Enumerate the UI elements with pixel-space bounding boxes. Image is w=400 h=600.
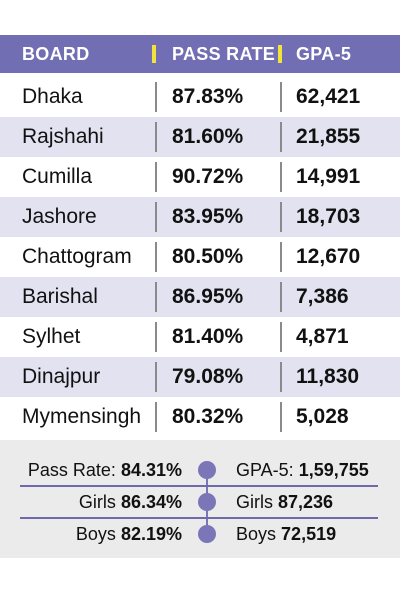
- summary-rule: [20, 485, 378, 487]
- column-divider: [280, 402, 282, 432]
- column-divider: [155, 282, 157, 312]
- summary-left: Girls 86.34%: [79, 488, 182, 516]
- summary-value: 86.34%: [120, 492, 182, 512]
- summary-dot: [198, 461, 216, 479]
- header-marker: [278, 45, 282, 63]
- table-row: Dhaka 87.83% 62,421: [0, 77, 400, 117]
- summary-dot: [198, 525, 216, 543]
- header-cell: GPA-5: [296, 44, 352, 64]
- summary-label: GPA-5:: [236, 460, 294, 480]
- summary-label: Girls: [78, 492, 116, 512]
- pass-rate: 80.32%: [172, 405, 244, 428]
- summary-left: Pass Rate: 84.31%: [28, 456, 182, 484]
- pass-rate: 90.72%: [172, 165, 244, 188]
- summary-value: 1,59,755: [298, 460, 369, 480]
- column-divider: [280, 282, 282, 312]
- summary-label: Boys: [75, 524, 116, 544]
- table-row: Dinajpur 79.08% 11,830: [0, 357, 400, 397]
- summary-right: Boys 72,519: [236, 520, 336, 548]
- board-name: Sylhet: [22, 325, 81, 348]
- board-name: Mymensingh: [22, 405, 142, 428]
- column-divider: [155, 362, 157, 392]
- table-row: Rajshahi 81.60% 21,855: [0, 117, 400, 157]
- column-divider: [280, 122, 282, 152]
- gpa5-count: 21,855: [296, 125, 361, 148]
- board-name: Jashore: [22, 205, 97, 228]
- board-name: Barishal: [22, 285, 98, 308]
- column-divider: [155, 242, 157, 272]
- summary-label: Girls: [236, 492, 273, 512]
- summary-label: Pass Rate:: [27, 460, 116, 480]
- table-header: BOARD PASS RATE GPA-5: [0, 35, 400, 73]
- column-divider: [155, 162, 157, 192]
- pass-rate: 83.95%: [172, 205, 244, 228]
- header-cell: BOARD: [22, 44, 90, 64]
- column-divider: [280, 82, 282, 112]
- column-divider: [155, 402, 157, 432]
- board-name: Rajshahi: [22, 125, 104, 148]
- table-row: Barishal 86.95% 7,386: [0, 277, 400, 317]
- gpa5-count: 5,028: [296, 405, 349, 428]
- table-row: Chattogram 80.50% 12,670: [0, 237, 400, 277]
- pass-rate: 86.95%: [172, 285, 244, 308]
- summary-dot: [198, 493, 216, 511]
- gpa5-count: 62,421: [296, 85, 361, 108]
- table-row: Jashore 83.95% 18,703: [0, 197, 400, 237]
- pass-rate: 81.40%: [172, 325, 244, 348]
- table-row: Mymensingh 80.32% 5,028: [0, 397, 400, 437]
- column-divider: [280, 162, 282, 192]
- column-divider: [280, 202, 282, 232]
- column-divider: [155, 82, 157, 112]
- pass-rate: 87.83%: [172, 85, 244, 108]
- board-name: Dinajpur: [22, 365, 101, 388]
- column-divider: [155, 122, 157, 152]
- pass-rate: 80.50%: [172, 245, 244, 268]
- header-marker: [152, 45, 156, 63]
- gpa5-count: 7,386: [296, 285, 349, 308]
- gpa5-count: 14,991: [296, 165, 361, 188]
- table-row: Sylhet 81.40% 4,871: [0, 317, 400, 357]
- board-name: Dhaka: [22, 85, 83, 108]
- summary-value: 87,236: [278, 492, 334, 512]
- summary-right: GPA-5: 1,59,755: [236, 456, 369, 484]
- column-divider: [280, 242, 282, 272]
- gpa5-count: 11,830: [296, 365, 360, 388]
- board-name: Cumilla: [22, 165, 93, 188]
- summary-label: Boys: [236, 524, 277, 544]
- summary-value: 82.19%: [120, 524, 182, 544]
- gpa5-count: 12,670: [296, 245, 361, 268]
- pass-rate: 79.08%: [172, 365, 244, 388]
- table-row: Cumilla 90.72% 14,991: [0, 157, 400, 197]
- column-divider: [155, 322, 157, 352]
- summary-rule: [20, 517, 378, 519]
- column-divider: [155, 202, 157, 232]
- gpa5-count: 4,871: [296, 325, 349, 348]
- summary-value: 84.31%: [120, 460, 182, 480]
- gpa5-count: 18,703: [296, 205, 361, 228]
- summary-left: Boys 82.19%: [76, 520, 182, 548]
- board-name: Chattogram: [22, 245, 132, 268]
- pass-rate: 81.60%: [172, 125, 244, 148]
- summary-value: 72,519: [281, 524, 337, 544]
- summary-right: Girls 87,236: [236, 488, 333, 516]
- column-divider: [280, 362, 282, 392]
- header-cell: PASS RATE: [172, 44, 276, 64]
- column-divider: [280, 322, 282, 352]
